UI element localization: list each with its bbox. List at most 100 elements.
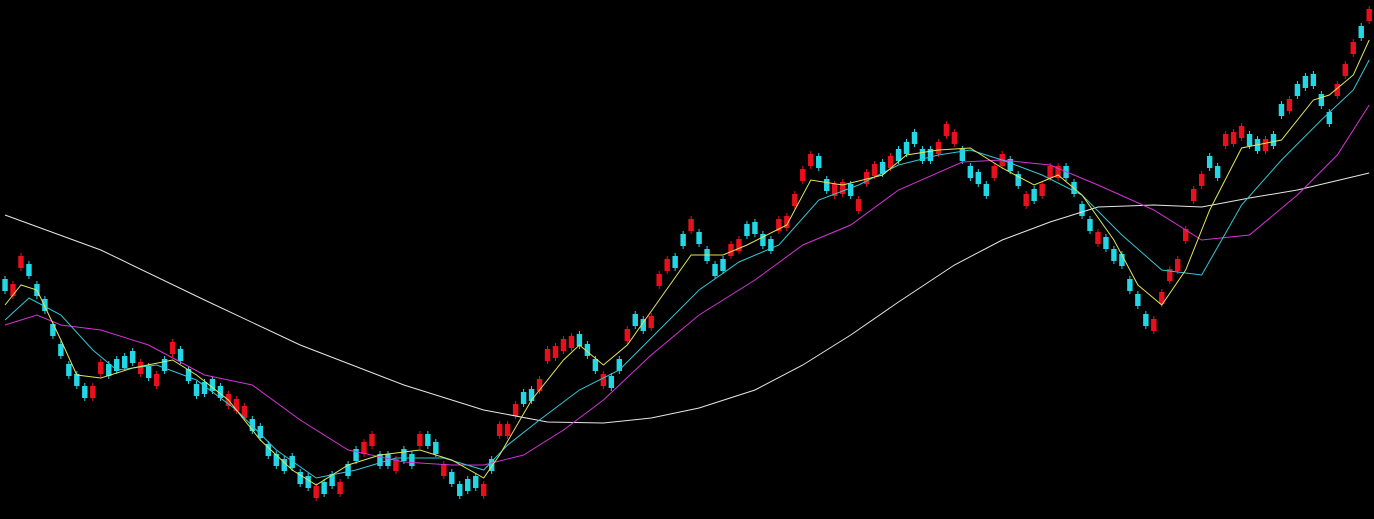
candle-body — [401, 449, 407, 461]
candle-body — [273, 454, 279, 466]
candle-body — [233, 399, 240, 411]
candle-body — [800, 169, 806, 181]
candle-body — [1310, 74, 1317, 86]
candle-body — [66, 364, 72, 376]
candle-body — [1175, 259, 1181, 271]
candle-body — [879, 162, 886, 174]
candle-body — [1270, 134, 1277, 146]
candle-body — [257, 426, 264, 438]
candle-body — [584, 344, 591, 356]
candle-body — [624, 329, 630, 341]
candle-body — [744, 224, 750, 236]
candle-body — [137, 362, 144, 374]
candle-body — [943, 124, 950, 136]
candle-body — [512, 404, 519, 416]
candle-body — [82, 386, 88, 398]
candle-body — [145, 366, 152, 378]
candle-body — [712, 264, 718, 276]
candle-body — [161, 359, 168, 371]
candle-body — [337, 482, 343, 494]
candle-body — [42, 299, 48, 311]
candle-body — [536, 379, 543, 391]
candle-body — [393, 459, 399, 471]
candle-body — [409, 454, 415, 466]
candle-body — [927, 149, 934, 161]
candle-body — [1318, 94, 1325, 106]
candle-body — [824, 179, 830, 191]
candle-body — [90, 386, 96, 398]
moving-average-line — [4, 104, 1370, 466]
candle-body — [967, 166, 974, 178]
candle-body — [1342, 64, 1348, 76]
candle-body — [576, 334, 583, 346]
candle-body — [177, 349, 184, 361]
candle-body — [1167, 269, 1173, 281]
candle-body — [1015, 174, 1021, 186]
candle-body — [728, 244, 734, 256]
candle-body — [1326, 112, 1333, 124]
candle-body — [680, 234, 686, 246]
candle-body — [1350, 42, 1356, 54]
candle-body — [169, 342, 176, 354]
candle-body — [321, 482, 327, 494]
candle-body — [193, 384, 200, 396]
candle-body — [353, 449, 359, 461]
candle-body — [528, 389, 535, 401]
candle-body — [568, 336, 575, 348]
candle-body — [1039, 184, 1045, 196]
candle-body — [1127, 279, 1133, 291]
candle-body — [121, 356, 128, 368]
candle-body — [74, 374, 80, 386]
candle-body — [1230, 132, 1237, 144]
candle-body — [2, 279, 8, 291]
candle-body — [50, 324, 56, 336]
candle-body — [592, 359, 599, 371]
candle-body — [106, 364, 112, 376]
candle-body — [871, 164, 878, 176]
candle-body — [656, 274, 662, 286]
candle-body — [1143, 314, 1149, 326]
candle-body — [369, 434, 375, 446]
candle-body — [1246, 134, 1253, 146]
candle-body — [1190, 189, 1197, 201]
candle-body — [1103, 237, 1109, 249]
candle-body — [449, 472, 455, 484]
candle-body — [1302, 76, 1309, 88]
candle-body — [1358, 26, 1364, 38]
candle-body — [249, 419, 256, 431]
candle-body — [1079, 204, 1085, 216]
candle-body — [465, 479, 471, 491]
candle-body — [1087, 219, 1093, 231]
candle-body — [752, 222, 758, 234]
candle-body — [1047, 166, 1053, 178]
candle-body — [544, 349, 551, 361]
candle-body — [18, 256, 24, 268]
candle-body — [648, 316, 654, 328]
candle-body — [600, 374, 607, 386]
candle-body — [1366, 9, 1372, 21]
candle-body — [488, 459, 495, 471]
candle-body — [1023, 194, 1029, 206]
candle-body — [552, 346, 559, 358]
candle-body — [768, 239, 774, 251]
candle-body — [472, 476, 479, 488]
candle-body — [58, 344, 64, 356]
candle-body — [1294, 84, 1301, 96]
candle-body — [1135, 294, 1141, 306]
candle-body — [720, 259, 726, 271]
moving-average-line — [4, 59, 1370, 479]
candle-body — [441, 464, 447, 476]
candle-body — [377, 454, 383, 466]
candle-body — [776, 219, 782, 231]
candle-body — [1095, 232, 1101, 244]
candle-body — [831, 184, 838, 196]
candle-body — [816, 156, 822, 168]
candle-body — [688, 219, 694, 231]
candle-body — [305, 476, 311, 488]
candle-body — [855, 199, 862, 211]
candle-body — [329, 474, 335, 486]
candle-body — [1222, 134, 1229, 146]
candle-body — [1031, 189, 1037, 201]
